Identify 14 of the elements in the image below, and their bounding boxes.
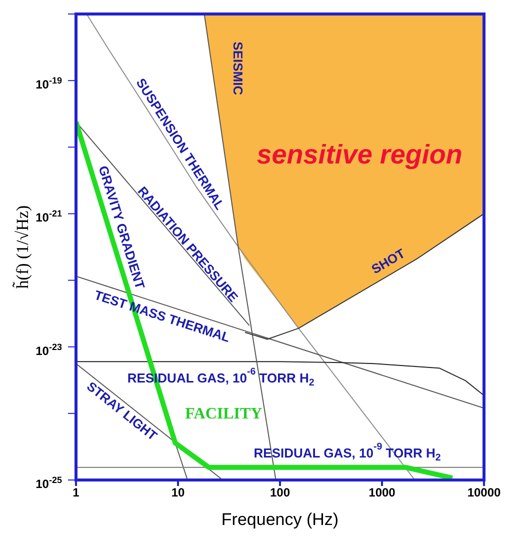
x-tick-label: 10000	[467, 486, 502, 500]
series-label: FACILITY	[185, 404, 263, 422]
text: SEISMIC	[230, 42, 246, 96]
y-tick-label: 10$^{-19}$	[36, 76, 62, 92]
x-tick-label: 100	[270, 486, 290, 500]
y-tick-label: 10$^{-23}$	[36, 342, 62, 358]
x-tick-label: 1	[72, 486, 80, 500]
x-tick-label: 1000	[368, 486, 396, 500]
y-tick-label: 10$^{-25}$	[36, 475, 62, 491]
y-tick-label: 10$^{-21}$	[36, 208, 62, 225]
series-label: sensitive region	[256, 140, 462, 170]
y-axis-title: h̃(f) (1/√Hz)	[11, 205, 32, 289]
x-axis-title: Frequency (Hz)	[221, 510, 339, 529]
x-tick-label: 10	[171, 486, 185, 500]
